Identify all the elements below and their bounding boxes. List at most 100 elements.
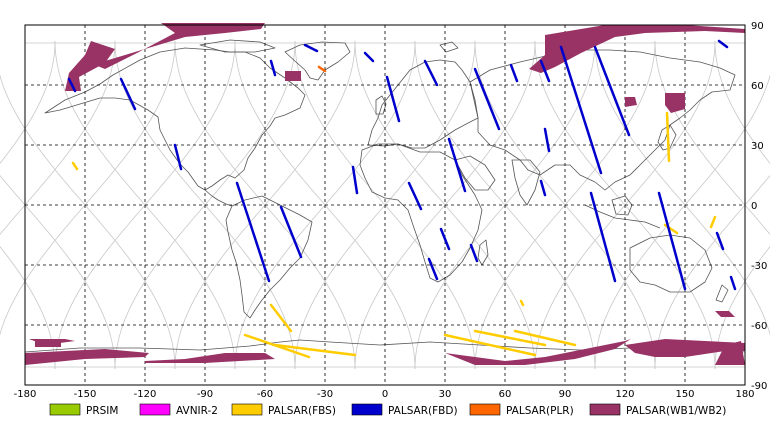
swath-fbd — [363, 51, 375, 63]
swath-wb — [529, 25, 745, 73]
swath-fbd — [589, 191, 617, 283]
lat-tick-label: 60 — [751, 81, 764, 92]
lon-tick-label: -60 — [257, 389, 273, 400]
swaths-palsar-fbs — [71, 111, 717, 359]
swath-wb — [445, 339, 631, 365]
lon-tick-label: 0 — [382, 389, 388, 400]
legend-label: PALSAR(PLR) — [506, 405, 574, 417]
swath-fbd — [423, 59, 439, 87]
swath-fbd — [717, 39, 729, 49]
legend-label: PALSAR(FBD) — [388, 405, 458, 417]
lon-tick-label: 60 — [499, 389, 512, 400]
coast-africa — [359, 143, 483, 283]
swath-wb — [625, 97, 637, 107]
swath-fbd — [385, 75, 401, 123]
swath-wb — [285, 71, 301, 81]
legend-swatch — [469, 403, 501, 416]
coast-arctic-islands — [199, 39, 276, 53]
swath-fbd — [439, 227, 451, 251]
swaths-palsar-wb — [25, 23, 745, 365]
legend-label: AVNIR-2 — [176, 405, 218, 417]
swath-plr — [317, 65, 327, 73]
swath-fbd — [593, 45, 631, 137]
swath-fbd — [269, 59, 277, 77]
swath-fbd — [469, 243, 479, 263]
swath-fbs — [519, 299, 525, 307]
lon-tick-label: 90 — [559, 389, 572, 400]
swath-fbs — [709, 215, 717, 229]
coast-asia — [469, 49, 736, 191]
swath-fbd — [447, 137, 467, 193]
lat-tick-label: 0 — [751, 201, 757, 212]
coast-north-america — [44, 47, 306, 191]
legend-label: PRSIM — [86, 405, 118, 417]
swath-wb — [665, 93, 685, 113]
map-frame — [24, 24, 746, 386]
swath-fbs — [665, 111, 671, 163]
lat-tick-label: 30 — [751, 141, 764, 152]
swath-fbd — [279, 205, 303, 259]
lon-tick-label: -90 — [197, 389, 213, 400]
swaths-palsar-fbd — [67, 39, 737, 291]
swath-fbs — [71, 161, 79, 171]
longitude-tick-labels: -180 -150 -120 -90 -60 -30 0 30 60 90 120 150 180 — [14, 389, 755, 400]
orbit-track — [0, 40, 56, 164]
lon-tick-label: -180 — [14, 389, 37, 400]
swath-fbd — [715, 231, 725, 251]
lat-tick-label: -30 — [751, 261, 767, 272]
swath-fbd — [303, 43, 319, 53]
swath-fbd — [473, 67, 501, 131]
swaths-palsar-plr — [317, 65, 327, 73]
swath-wb — [95, 23, 265, 69]
swath-fbd — [729, 275, 737, 291]
swath-fbs — [443, 333, 537, 357]
lon-tick-label: -150 — [74, 389, 97, 400]
swath-fbd — [509, 63, 519, 83]
grid-lines — [25, 25, 745, 385]
swath-fbd — [235, 181, 271, 283]
swath-fbd — [543, 127, 551, 153]
swath-wb — [715, 341, 745, 365]
swath-wb — [625, 339, 745, 357]
coast-borneo — [611, 195, 633, 216]
coast-japan — [657, 124, 677, 151]
legend-swatch — [589, 403, 621, 416]
coast-arabia — [454, 155, 496, 191]
swath-fbd — [351, 165, 359, 195]
latitude-tick-labels: 90 60 30 0 -30 -60 -90 — [751, 21, 767, 392]
swath-fbd — [407, 181, 423, 211]
swath-wb — [65, 41, 115, 91]
orbit-track — [0, 246, 56, 370]
swath-fbs — [513, 329, 577, 347]
coast-south-america — [225, 195, 313, 319]
coastlines — [24, 39, 746, 353]
coast-india — [511, 159, 541, 206]
coast-madagascar — [477, 239, 489, 266]
coast-greenland — [284, 41, 351, 81]
legend-swatch — [49, 403, 81, 416]
swath-fbd — [67, 77, 77, 93]
legend-label: PALSAR(WB1/WB2) — [626, 405, 726, 417]
lon-tick-label: 120 — [615, 389, 634, 400]
swath-fbd — [559, 45, 603, 175]
swath-fbd — [539, 179, 547, 197]
swath-fbs — [473, 329, 547, 347]
lat-tick-label: 90 — [751, 21, 764, 32]
swath-wb — [715, 311, 735, 317]
swath-fbs — [269, 303, 293, 333]
coast-svalbard — [439, 41, 459, 53]
legend-label: PALSAR(FBS) — [268, 405, 336, 417]
orbit-track — [714, 40, 770, 164]
lon-tick-label: -30 — [317, 389, 333, 400]
lat-tick-label: -90 — [751, 381, 767, 392]
lon-tick-label: 180 — [735, 389, 754, 400]
legend-swatch — [231, 403, 263, 416]
coast-central-america — [204, 189, 233, 207]
legend: PRSIM AVNIR-2 PALSAR(FBS) PALSAR(FBD) PALSAR… — [49, 403, 726, 417]
coast-new-zealand — [715, 284, 729, 303]
swath-wb — [29, 339, 75, 345]
coast-british-isles — [375, 95, 387, 115]
swath-fbd — [427, 257, 439, 281]
swath-fbd — [657, 191, 687, 291]
